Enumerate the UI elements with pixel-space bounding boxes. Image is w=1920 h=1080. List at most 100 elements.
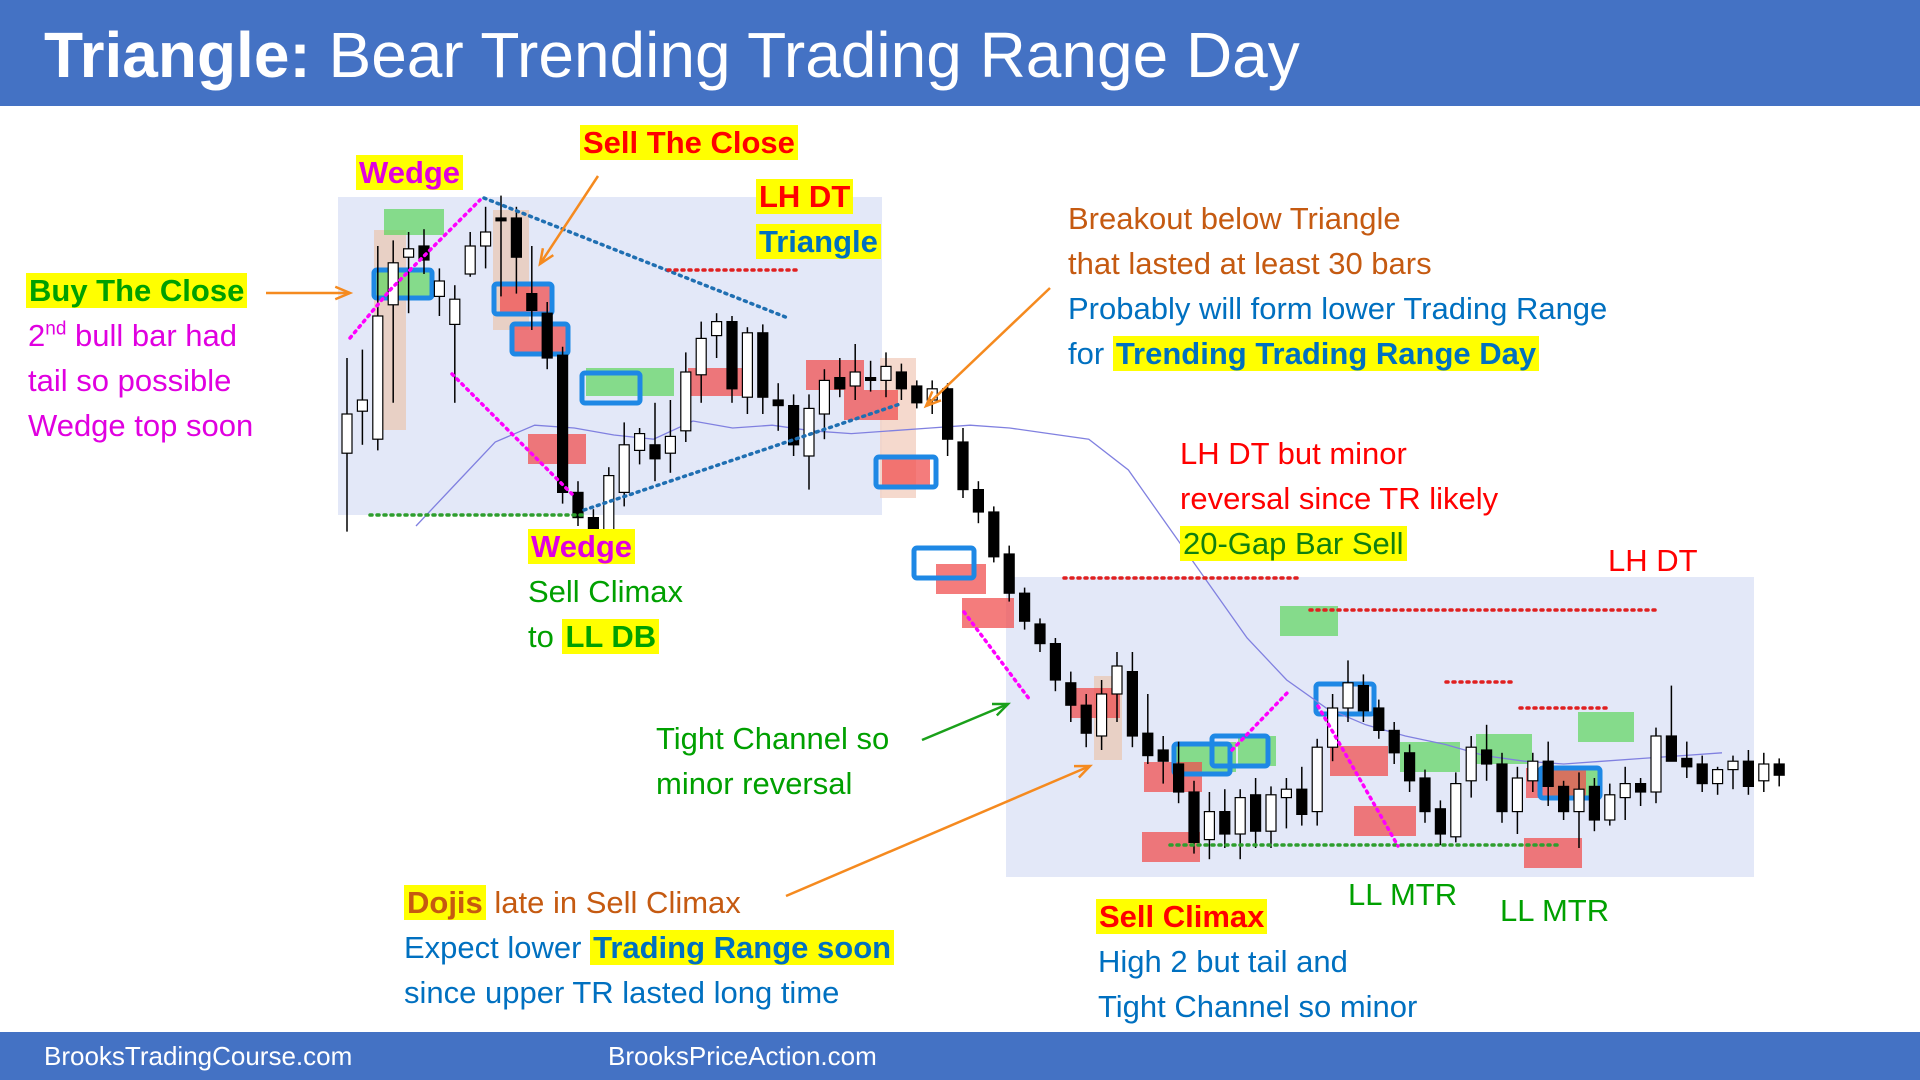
bear-candle [941,388,954,440]
label-bull-bar: 2nd bull bar had [28,318,238,353]
bull-candle [433,280,445,297]
wedge-line [348,288,392,340]
bear-candle [1542,760,1554,788]
bear-candle [1773,763,1785,776]
bear-candle [726,321,738,390]
sell-close-arrow-head [538,248,555,267]
bear-candle [1249,794,1262,832]
bear-candle [1065,682,1077,706]
label-sell-the-close: Sell The Close [580,120,798,165]
bear-candle [1434,808,1447,835]
label-wedge-top-soon: Wedge top soon [28,408,254,443]
label-gap-bar-sell: 20-Gap Bar Sell [1180,521,1407,566]
bear-candle [1388,729,1400,754]
wedge-line [1316,704,1400,848]
signal-bar-outline [1209,733,1271,769]
bear-candle [787,405,800,446]
bear-candle [1665,735,1678,762]
title-lead: Triangle: [44,19,311,91]
bull-highlight-box [1578,712,1634,742]
dojis-arrow [785,764,1091,898]
signal-bar-outline [1537,765,1603,801]
tight-channel-arrow-head [991,702,1011,717]
bear-candle [1219,810,1231,835]
signal-bar-outline [509,321,571,357]
bull-candle [1265,794,1277,832]
bear-candle [1634,782,1647,793]
bear-candle [572,491,584,519]
label-breakout-4: for Trending Trading Range Day [1068,331,1540,376]
bull-candle [1326,707,1339,748]
bear-highlight-box [512,326,568,354]
bear-candle [1696,763,1708,785]
label-lh-dt-minor-1: LH DT but minor [1180,436,1407,471]
bull-candle [618,444,630,493]
bull-candle [341,413,353,454]
bear-candle [1018,592,1031,622]
bull-candle [880,365,892,381]
bull-candle [849,371,861,387]
bear-candle [418,245,430,261]
bear-candle [1126,670,1139,737]
label-buy-the-close: Buy The Close [26,268,248,313]
bear-candle [1080,704,1092,734]
page-title: Triangle: Bear Trending Trading Range Da… [44,18,1300,92]
signal-bar-outline [1171,741,1233,777]
signal-bar-outline [371,267,435,301]
bull-candle [803,407,815,457]
bull-candle [1280,788,1293,799]
bear-candle [1496,763,1508,813]
bear-candle [1049,642,1062,681]
bull-candle [403,248,415,258]
label-dojis: Dojis late in Sell Climax [404,880,741,925]
bear-candle [1588,785,1601,821]
label-breakout-1: Breakout below Triangle [1068,201,1401,236]
bear-candle [957,441,969,491]
bear-candle [1373,707,1385,731]
ema-line [415,420,1723,765]
label-breakout-2: that lasted at least 30 bars [1068,246,1432,281]
bear-candle [1403,752,1416,782]
label-triangle: Triangle [756,219,881,264]
bear-candle [1480,749,1493,765]
breakout-arrow [925,287,1051,407]
label-sell-climax-1: Sell Climax [528,574,684,609]
label-since-upper: since upper TR lasted long time [404,975,840,1010]
label-sell-climax-2: Sell Climax [1096,894,1268,939]
bull-candle [1604,794,1616,821]
signal-bar-outline [491,281,555,317]
bull-candle [464,245,476,275]
label-ll-mtr-1: LL MTR [1348,877,1458,912]
bull-candle [1311,746,1323,813]
title-rest: Bear Trending Trading Range Day [328,19,1300,91]
bull-candle [1450,782,1462,838]
bear-candle [495,217,507,222]
bear-candle [1557,785,1570,813]
bull-candle [695,337,707,376]
triangle-lower-line [582,402,902,512]
signal-bar-outline [911,545,977,581]
bear-candle [1188,791,1200,844]
bear-candle [911,385,923,404]
bull-highlight-box [384,209,444,235]
label-expect-lower: Expect lower Trading Range soon [404,925,895,970]
bull-candle [1711,768,1724,785]
label-ll-mtr-2: LL MTR [1500,893,1610,928]
bull-highlight-box [376,268,432,296]
dojis-arrow-head [1073,764,1093,779]
bull-candle [741,332,754,398]
bear-candle [1681,757,1693,768]
bull-candle [633,433,646,452]
label-tight-channel-2: minor reversal [656,766,853,801]
signal-bar-outline [579,370,643,406]
bear-candle [1742,760,1755,788]
bull-candle [356,399,368,412]
triangle-upper-line [482,196,790,320]
footer-center-site: BrooksPriceAction.com [608,1041,877,1071]
bull-candle [1203,810,1216,841]
bear-candle [972,489,985,513]
bear-highlight-box [500,286,550,314]
bear-candle [864,377,877,382]
label-lh-dt-right: LH DT [1608,543,1698,578]
footer-left-site: BrooksTradingCourse.com [44,1041,353,1071]
